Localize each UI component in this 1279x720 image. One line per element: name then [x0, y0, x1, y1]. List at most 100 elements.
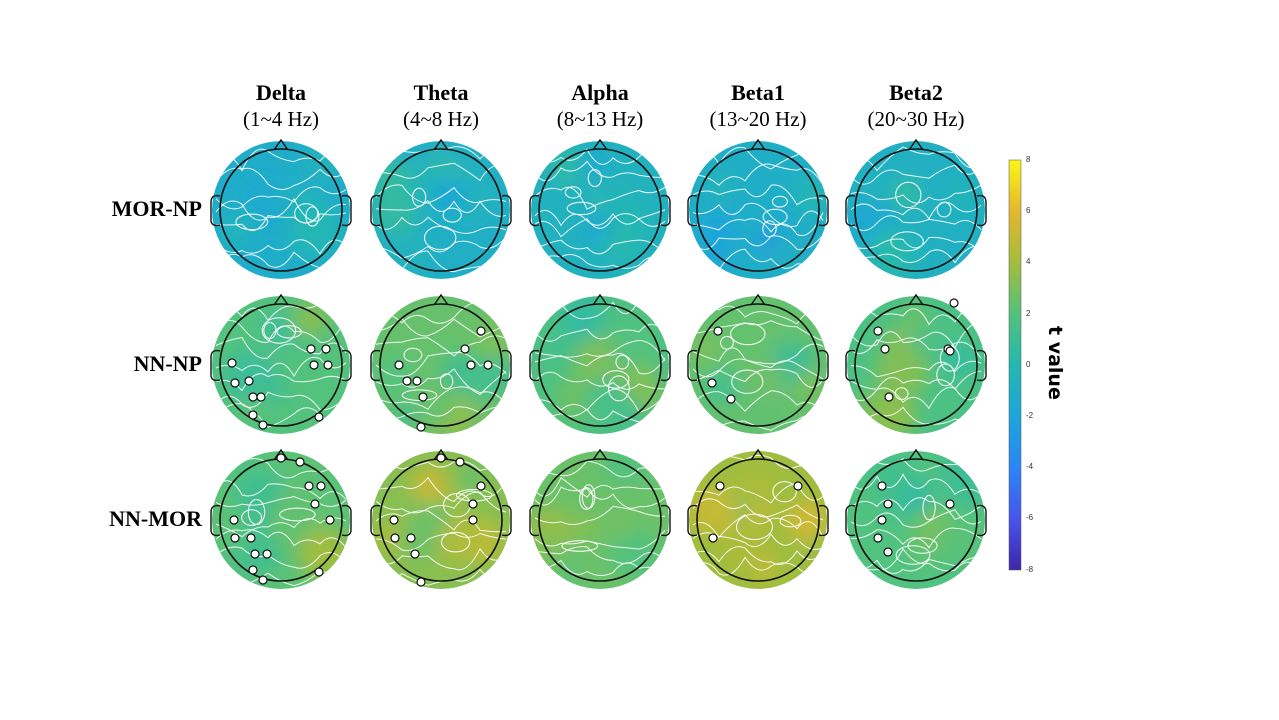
significant-electrode: [325, 515, 335, 525]
contour-line: [534, 486, 666, 509]
left-ear: [210, 504, 221, 537]
contour-line: [850, 164, 982, 185]
field-patch: [292, 299, 330, 338]
contour-line: [375, 386, 507, 410]
significant-electrode: [258, 420, 268, 430]
contour-line: [692, 514, 824, 539]
left-ear: [687, 194, 698, 227]
topomap: [687, 448, 829, 589]
topomap: [687, 138, 829, 279]
field-patch: [399, 519, 439, 560]
right-ear: [341, 194, 352, 227]
contour-line: [850, 236, 982, 253]
field-patch: [553, 547, 576, 569]
significant-electrode: [877, 481, 887, 491]
contour-ring: [587, 169, 602, 188]
nose: [273, 138, 289, 151]
significant-electrode: [321, 344, 331, 354]
contour-line: [375, 510, 507, 533]
contour-line: [850, 527, 982, 549]
band-title-3: Beta1 (13~20 Hz): [683, 80, 833, 132]
contour-ring: [615, 354, 630, 370]
nose: [433, 293, 449, 306]
contour-ring: [608, 375, 630, 402]
left-ear: [687, 349, 698, 382]
contour-line: [534, 352, 666, 375]
head-outline: [379, 303, 503, 427]
head-outline: [219, 303, 343, 427]
significant-electrode: [877, 515, 887, 525]
band-name: Alpha: [571, 80, 629, 105]
contour-ring: [730, 322, 766, 346]
contour-line: [375, 405, 507, 419]
contour-line: [534, 476, 666, 499]
significant-electrode: [248, 392, 258, 402]
contour-line: [692, 498, 824, 521]
significant-electrode: [323, 360, 333, 370]
comparison-label: NN-NP: [133, 351, 202, 376]
field-patch: [690, 333, 720, 363]
right-ear: [976, 349, 987, 382]
band-range: (20~30 Hz): [867, 107, 965, 131]
band-range: (8~13 Hz): [556, 107, 644, 131]
contour-line: [375, 547, 507, 571]
contour-ring: [936, 201, 952, 218]
nose: [592, 138, 608, 151]
left-ear: [210, 349, 221, 382]
contour-ring: [423, 225, 457, 251]
significant-electrode: [229, 515, 239, 525]
contour-line: [850, 370, 982, 391]
field-patch: [742, 356, 783, 397]
contour-line: [692, 556, 824, 577]
contour-line: [215, 529, 347, 549]
contour-line: [215, 197, 347, 222]
colorbar-tick: -4: [1026, 462, 1034, 472]
contour-ring: [294, 203, 319, 224]
nose: [750, 293, 766, 306]
significant-electrode: [309, 360, 319, 370]
significant-electrode: [295, 457, 305, 467]
contour-line: [692, 343, 824, 365]
contour-ring: [441, 531, 471, 553]
topomap: [210, 448, 352, 589]
significant-electrode: [314, 412, 324, 422]
colorbar-gradient: [1008, 159, 1022, 571]
significant-electrode: [310, 499, 320, 509]
contour-line: [534, 529, 666, 550]
contour-line: [692, 390, 824, 413]
contour-ring: [779, 514, 802, 528]
contour-line: [534, 147, 666, 165]
contour-ring: [895, 545, 931, 565]
head-outline: [379, 148, 503, 272]
contour-line: [692, 368, 824, 388]
contour-ring: [261, 317, 297, 344]
contour-line: [850, 337, 982, 359]
significant-electrode: [945, 499, 955, 509]
significant-electrode: [793, 481, 803, 491]
band-range: (13~20 Hz): [709, 107, 807, 131]
contour-ring: [276, 325, 302, 339]
nose: [750, 448, 766, 461]
contour-line: [692, 358, 824, 380]
significant-electrode: [483, 360, 493, 370]
right-ear: [660, 349, 671, 382]
contour-ring: [561, 540, 599, 552]
significant-electrode: [410, 549, 420, 559]
significant-electrode: [468, 499, 478, 509]
left-ear: [687, 504, 698, 537]
head-outline: [854, 458, 978, 582]
field-patch: [789, 175, 827, 219]
significant-electrode: [316, 481, 326, 491]
significant-electrode: [476, 481, 486, 491]
significant-electrode: [227, 358, 237, 368]
contour-line: [375, 184, 507, 204]
field-patch: [574, 515, 597, 538]
left-ear: [529, 504, 540, 537]
contour-ring: [442, 207, 462, 223]
colorbar-tick: -2: [1026, 411, 1034, 420]
significant-electrode: [884, 392, 894, 402]
contour-line: [692, 234, 824, 250]
contour-line: [850, 299, 982, 326]
significant-electrode: [390, 533, 400, 543]
nose: [592, 293, 608, 306]
